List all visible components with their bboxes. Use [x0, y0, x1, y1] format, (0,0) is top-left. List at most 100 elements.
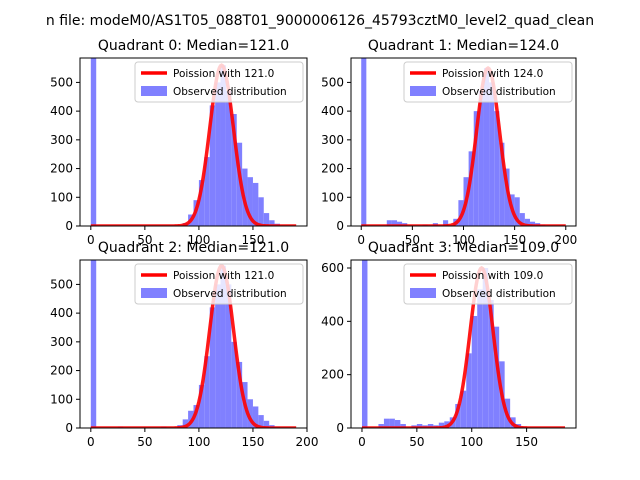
- histogram-bar: [483, 68, 490, 226]
- legend-patch-swatch: [410, 288, 436, 298]
- y-tick-label: 0: [65, 421, 73, 435]
- histogram-bar: [493, 326, 500, 428]
- histogram-bar: [263, 420, 270, 428]
- y-tick-label: 400: [321, 104, 344, 118]
- histogram-bar: [225, 284, 232, 428]
- y-tick-label: 400: [50, 306, 73, 320]
- x-tick-label: 50: [405, 233, 420, 247]
- y-tick-label: 500: [321, 75, 344, 89]
- histogram-bar: [247, 399, 253, 428]
- histogram-bar: [394, 420, 401, 428]
- y-tick-label: 600: [321, 261, 344, 275]
- histogram-bar: [182, 419, 189, 428]
- histogram-bar: [389, 418, 395, 428]
- legend-label-poisson: Poission with 124.0: [442, 68, 543, 80]
- x-tick-label: 50: [137, 435, 152, 449]
- histogram-bar: [455, 404, 461, 428]
- subplot-title: Quadrant 2: Median=121.0: [98, 240, 289, 256]
- plot-area: [90, 58, 297, 226]
- legend-frame: [134, 61, 304, 103]
- histogram-bar: [258, 415, 264, 428]
- y-tick-label: 300: [50, 133, 73, 147]
- histogram-bar: [361, 58, 367, 226]
- histogram-bar: [466, 353, 472, 428]
- histogram-bar: [460, 390, 467, 428]
- histogram-bar: [519, 213, 525, 226]
- legend: Poission with 124.0 Observed distribution: [403, 61, 573, 103]
- histogram-bar: [416, 424, 423, 428]
- x-tick-label: 150: [515, 435, 538, 449]
- axes-frame: [79, 57, 308, 227]
- histogram-bar: [252, 406, 259, 428]
- histogram-bar: [361, 260, 368, 428]
- legend-label-observed: Observed distribution: [173, 86, 287, 98]
- histogram-bar: [231, 341, 237, 428]
- histogram-bar: [252, 182, 259, 226]
- histogram-bar: [247, 177, 253, 226]
- histogram-bar: [231, 114, 237, 226]
- legend-label-poisson: Poission with 121.0: [173, 270, 274, 282]
- x-tick-label: 100: [460, 435, 483, 449]
- y-tick-label: 100: [50, 190, 73, 204]
- histogram-bar: [209, 105, 216, 226]
- x-tick-label: 0: [357, 233, 365, 247]
- histogram-bar: [473, 111, 479, 226]
- x-tick-label: 150: [241, 233, 264, 247]
- y-tick-label: 200: [321, 368, 344, 382]
- histogram-bar: [494, 111, 500, 226]
- legend-frame: [134, 263, 304, 305]
- y-tick-label: 400: [50, 104, 73, 118]
- y-tick-label: 0: [65, 219, 73, 233]
- y-tick-label: 200: [50, 162, 73, 176]
- x-tick-label: 150: [503, 233, 526, 247]
- histogram-bar: [524, 218, 530, 226]
- histogram-bar: [391, 220, 398, 226]
- histogram-bar: [400, 424, 406, 428]
- x-tick-label: 200: [554, 233, 577, 247]
- histogram-bar: [529, 221, 536, 226]
- x-tick-label: 50: [409, 435, 424, 449]
- histogram-bar: [386, 220, 392, 226]
- plot-area: [90, 260, 297, 428]
- histogram-bar: [198, 384, 205, 428]
- histogram-bar: [488, 300, 494, 428]
- legend-label-poisson: Poission with 109.0: [442, 270, 543, 282]
- histogram-bar: [471, 316, 478, 428]
- x-tick-label: 0: [87, 435, 95, 449]
- legend: Poission with 121.0 Observed distribution: [134, 263, 304, 305]
- histogram-bar: [477, 289, 483, 428]
- legend-patch-swatch: [410, 86, 436, 96]
- histogram-bar: [90, 58, 97, 226]
- histogram-bar: [209, 307, 216, 428]
- x-tick-label: 100: [452, 233, 475, 247]
- histogram-bar: [489, 82, 495, 226]
- subplot-0: 0 50 100 150 0 100 200 300 400 500 Poission with 1…: [50, 38, 308, 247]
- histogram-bar: [269, 220, 275, 226]
- histogram-bar: [90, 260, 97, 428]
- legend-label-observed: Observed distribution: [442, 86, 556, 98]
- histogram-bar: [263, 213, 270, 226]
- axes-frame: [79, 259, 308, 429]
- histogram-bar: [482, 268, 489, 428]
- histogram-bar: [220, 265, 226, 428]
- poisson-curve: [90, 263, 297, 428]
- y-tick-label: 0: [336, 421, 344, 435]
- x-tick-label: 100: [187, 233, 210, 247]
- histogram-bar: [443, 220, 449, 226]
- histogram-bar: [438, 422, 445, 428]
- legend: Poission with 109.0 Observed distribution: [403, 263, 573, 305]
- histogram-bar: [215, 284, 221, 428]
- x-tick-label: 0: [358, 435, 366, 449]
- y-tick-label: 500: [50, 277, 73, 291]
- histogram-bar: [258, 197, 264, 226]
- histogram-bar: [236, 361, 243, 428]
- histogram-bar: [397, 221, 403, 226]
- poisson-curve: [90, 63, 297, 226]
- histogram-bar: [468, 151, 474, 226]
- histogram-bar: [504, 168, 510, 226]
- y-tick-label: 200: [321, 162, 344, 176]
- subplot-title: Quadrant 3: Median=109.0: [368, 240, 559, 256]
- histogram-bar: [514, 197, 520, 226]
